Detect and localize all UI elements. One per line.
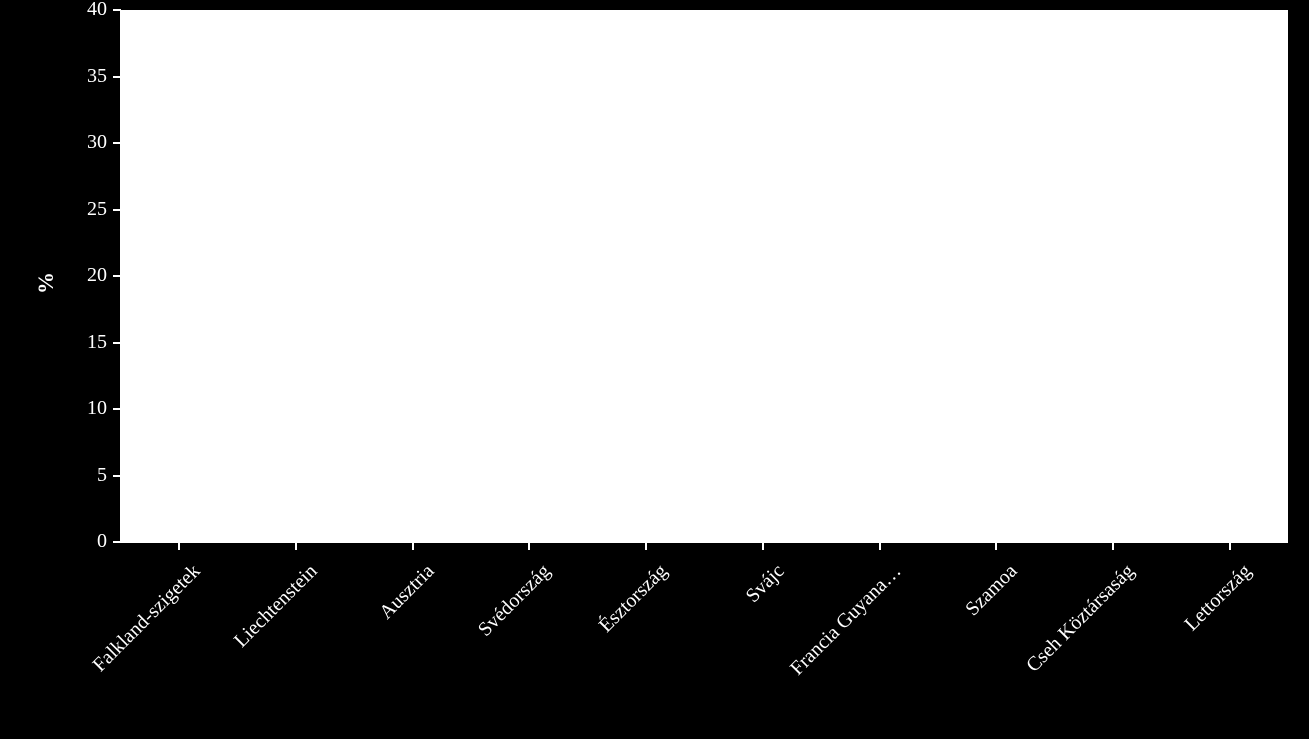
y-tick-label: 5 [97, 464, 107, 487]
y-tick-label: 25 [87, 198, 107, 221]
x-axis-line [121, 541, 1288, 543]
x-tick-mark [995, 542, 997, 550]
x-tick-mark [879, 542, 881, 550]
x-tick-mark [645, 542, 647, 550]
y-tick-label: 10 [87, 397, 107, 420]
x-tick-mark [1112, 542, 1114, 550]
x-tick-mark [412, 542, 414, 550]
y-axis-line [120, 10, 122, 542]
y-tick-label: 20 [87, 264, 107, 287]
y-tick-label: 40 [87, 0, 107, 21]
x-tick-mark [762, 542, 764, 550]
y-tick-label: 15 [87, 331, 107, 354]
x-tick-mark [295, 542, 297, 550]
y-axis-label-text: % [33, 272, 58, 294]
y-tick-label: 0 [97, 530, 107, 553]
y-axis-label: % [33, 272, 59, 294]
y-tick-label: 35 [87, 65, 107, 88]
x-tick-mark [178, 542, 180, 550]
x-tick-mark [528, 542, 530, 550]
chart-container: % 0510152025303540 Falkland-szigetekLiec… [0, 0, 1309, 722]
plot-area [121, 10, 1288, 542]
y-tick-label: 30 [87, 131, 107, 154]
x-tick-mark [1229, 542, 1231, 550]
